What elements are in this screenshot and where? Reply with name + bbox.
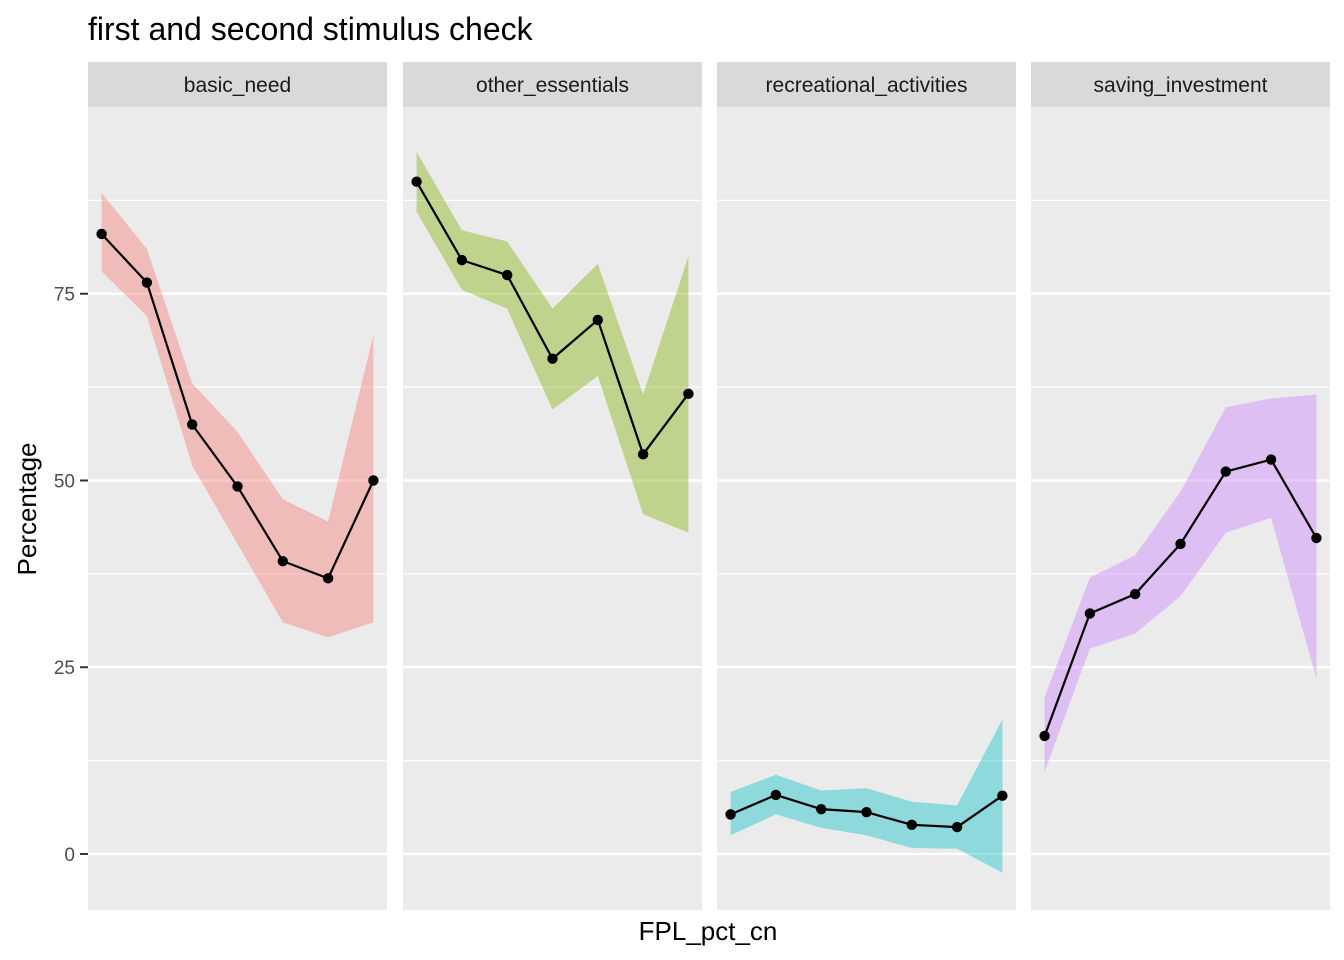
data-point [815,803,827,815]
facet-strip-label: recreational_activities [766,74,968,97]
facet-strip [717,62,1016,107]
data-point [232,481,243,492]
facet-strip-label: other_essentials [476,74,629,97]
data-point [501,269,513,281]
facet-strip-label: saving_investment [1094,74,1268,97]
data-point [683,388,694,400]
y-tick-label: 0 [64,845,75,866]
x-axis-title: FPL_pct_cn [639,916,778,946]
data-point [1129,588,1141,600]
data-point [592,314,604,326]
panel-background [403,107,702,910]
data-point [1039,730,1050,742]
y-tick-label: 75 [54,285,75,306]
data-point [456,254,468,266]
data-point [96,228,107,240]
data-point [186,419,198,430]
confidence-band [416,151,689,533]
data-point [637,449,649,460]
data-point [1265,454,1277,465]
facet-panel-recreational_activities: recreational_activities [717,62,1016,910]
data-point [770,789,782,801]
confidence-band [730,719,1003,873]
data-point [951,821,963,833]
facet-strip [88,62,387,107]
y-axis: 0 25 50 75 [54,285,88,866]
data-point [411,176,422,187]
y-tick-label: 25 [54,658,75,679]
y-tick-label: 50 [54,471,75,492]
facet-panel-basic_need: basic_need [88,62,387,910]
chart-title: first and second stimulus check [88,11,534,47]
data-point [725,809,736,820]
data-point [1311,532,1322,544]
panel-background [717,107,1016,910]
facet-strip [403,62,702,107]
facet-panel-other_essentials: other_essentials [403,62,702,910]
data-point [997,790,1008,801]
facet-strip [1031,62,1330,107]
data-point [547,353,558,364]
confidence-band [101,192,374,638]
data-point [277,555,289,567]
facet-panel-saving_investment: saving_investment [1031,62,1330,910]
data-point [1220,466,1232,477]
data-point [1084,608,1096,619]
y-axis-title: Percentage [12,443,42,576]
panel-background [88,107,387,910]
facet-strip-label: basic_need [184,74,291,97]
data-point [141,277,153,288]
data-point [861,806,872,818]
data-point [1175,538,1186,550]
data-point [322,573,334,584]
data-point [906,819,918,831]
confidence-band [1044,394,1317,772]
panel-background [1031,107,1330,910]
data-point [368,475,379,486]
facet-panels: basic_need other_essentials recreational_a… [88,62,1330,910]
